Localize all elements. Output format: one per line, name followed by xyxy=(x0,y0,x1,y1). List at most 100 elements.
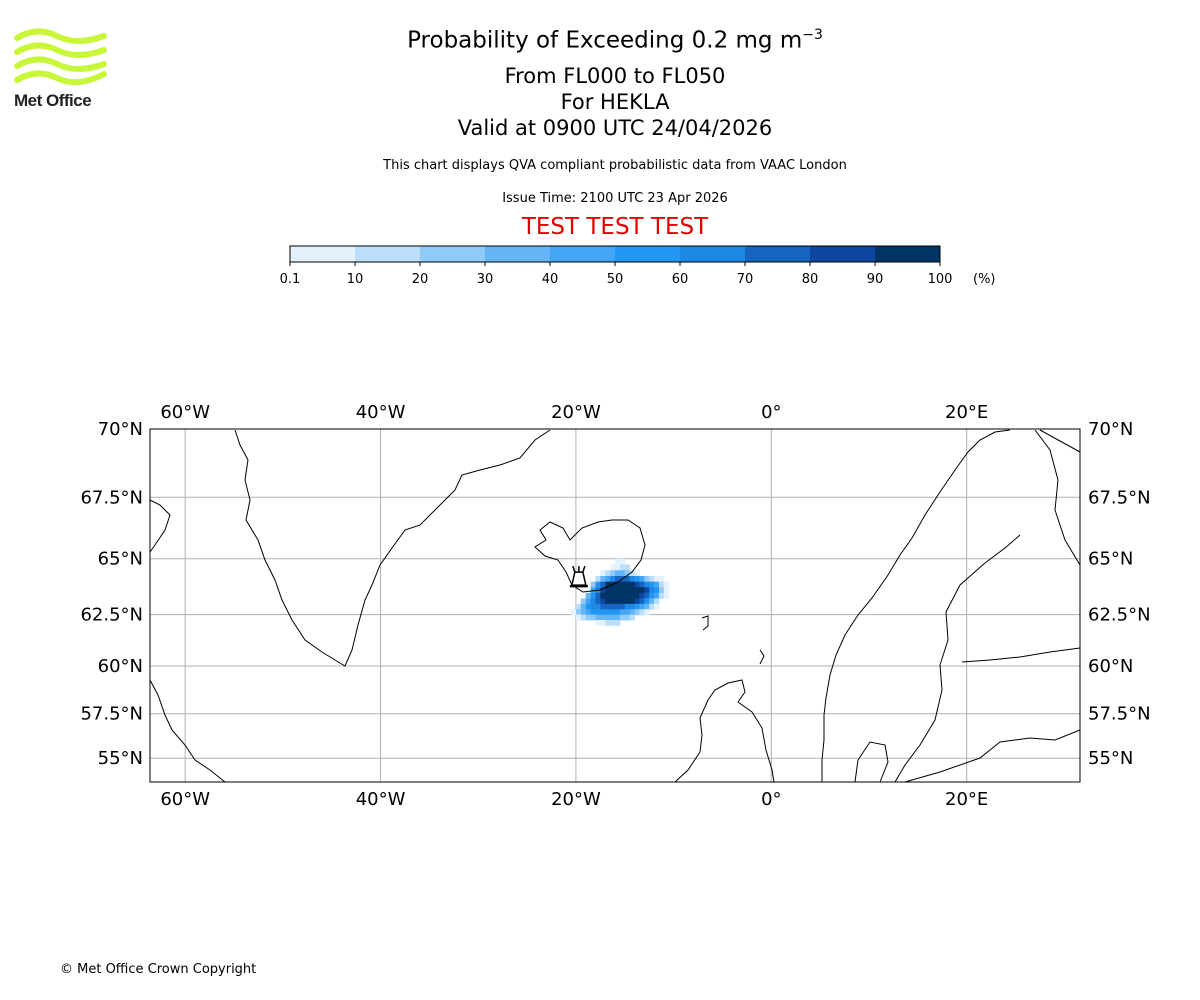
colorbar: 0.1 10 20 30 40 50 60 70 80 90 100 (%) xyxy=(280,245,996,287)
plume-cell xyxy=(600,614,606,621)
colorbar-tick-label: 40 xyxy=(542,272,559,287)
plume-cell xyxy=(575,609,582,616)
plume-cell xyxy=(610,619,616,626)
plume-cell xyxy=(649,598,655,605)
plume-cell xyxy=(624,564,631,571)
plume-cell xyxy=(629,609,636,616)
plume-cell xyxy=(624,570,631,577)
plume-cell xyxy=(595,592,601,599)
plume-cell xyxy=(615,619,621,626)
plume-cell xyxy=(590,609,596,616)
plume-cell xyxy=(654,603,660,610)
plume-cell xyxy=(610,587,616,594)
lat-label-left: 57.5°N xyxy=(80,704,143,725)
test-banner: TEST TEST TEST xyxy=(521,214,709,240)
plume-cell xyxy=(595,576,601,583)
coast-labrador xyxy=(149,679,226,783)
plume-cell xyxy=(658,581,665,588)
plume-cell xyxy=(649,587,655,594)
lon-label-top: 20°W xyxy=(551,402,601,423)
plume-cell xyxy=(624,587,631,594)
title-exponent: −3 xyxy=(802,27,823,43)
plume-cell xyxy=(605,570,611,577)
plume-cell xyxy=(624,603,631,610)
plume-cell xyxy=(629,614,636,621)
copyright: © Met Office Crown Copyright xyxy=(60,962,257,977)
plume-cell xyxy=(590,587,596,594)
plume-cell xyxy=(595,587,601,594)
plume-cell xyxy=(639,603,645,610)
plume-cell xyxy=(575,603,582,610)
plume-cell xyxy=(649,581,655,588)
plume-cell xyxy=(619,581,626,588)
plume-cell xyxy=(619,603,626,610)
plume-cell xyxy=(595,598,601,605)
plume-cell xyxy=(634,592,640,599)
plume-cell xyxy=(629,576,636,583)
lon-label-bottom: 60°W xyxy=(160,789,210,810)
plume-cell xyxy=(605,619,611,626)
plume-cell xyxy=(600,587,606,594)
coast-norway xyxy=(821,429,1011,782)
plume-cell xyxy=(605,576,611,583)
colorbar-unit: (%) xyxy=(973,272,996,287)
plume-cell xyxy=(600,609,606,616)
plume-cell xyxy=(644,581,650,588)
plume-cell xyxy=(615,603,621,610)
plume-cell xyxy=(634,581,640,588)
colorbar-bin xyxy=(485,246,550,262)
plume-cell xyxy=(644,592,650,599)
plume-cell xyxy=(595,609,601,616)
plume-cell xyxy=(615,564,621,571)
lon-label-top: 40°W xyxy=(356,402,406,423)
colorbar-bin xyxy=(680,246,745,262)
colorbar-bin xyxy=(745,246,810,262)
logo-text: Met Office xyxy=(14,91,92,110)
colorbar-tick-label: 50 xyxy=(607,272,624,287)
plume-cell xyxy=(619,592,626,599)
plume-cell xyxy=(615,598,621,605)
plume-cell xyxy=(619,570,626,577)
plume-cell xyxy=(585,603,592,610)
colorbar-tick-label: 80 xyxy=(802,272,819,287)
plume-cell xyxy=(658,592,665,599)
lat-label-right: 55°N xyxy=(1088,748,1133,769)
plume-cell xyxy=(600,570,606,577)
flight-levels: From FL000 to FL050 xyxy=(504,64,726,88)
plume-cell xyxy=(610,581,616,588)
coast-faroe xyxy=(701,615,709,631)
colorbar-bin xyxy=(420,246,485,262)
volcano-icon xyxy=(569,565,588,588)
colorbar-tick-label: 30 xyxy=(477,272,494,287)
lat-label-left: 67.5°N xyxy=(80,487,143,508)
plume-cell xyxy=(654,581,660,588)
plume-cell xyxy=(624,592,631,599)
plume-cell xyxy=(619,558,626,566)
plume-cell xyxy=(605,581,611,588)
plume-cell xyxy=(615,570,621,577)
colorbar-bin xyxy=(550,246,615,262)
plume-cell xyxy=(629,581,636,588)
description: This chart displays QVA compliant probab… xyxy=(383,158,847,173)
plume-cell xyxy=(629,603,636,610)
plume-cell xyxy=(644,598,650,605)
lat-label-right: 67.5°N xyxy=(1088,487,1151,508)
plume-cell xyxy=(610,592,616,599)
plume-cell xyxy=(634,587,640,594)
plume-cell xyxy=(590,592,596,599)
plume-cell xyxy=(605,609,611,616)
plume-cell xyxy=(624,598,631,605)
colorbar-tick-label: 10 xyxy=(347,272,364,287)
map-frame xyxy=(149,428,1081,783)
colorbar-bin xyxy=(355,246,420,262)
plume-cell xyxy=(634,570,640,577)
plume-cell xyxy=(605,598,611,605)
plume-cell xyxy=(610,564,616,571)
plume-cell xyxy=(639,592,645,599)
plume-cell xyxy=(580,614,587,621)
volcano-name: For HEKLA xyxy=(560,90,670,114)
plume-cell xyxy=(605,614,611,621)
plume-cell xyxy=(619,614,626,621)
plume-cell xyxy=(649,603,655,610)
lat-label-left: 55°N xyxy=(98,748,143,769)
